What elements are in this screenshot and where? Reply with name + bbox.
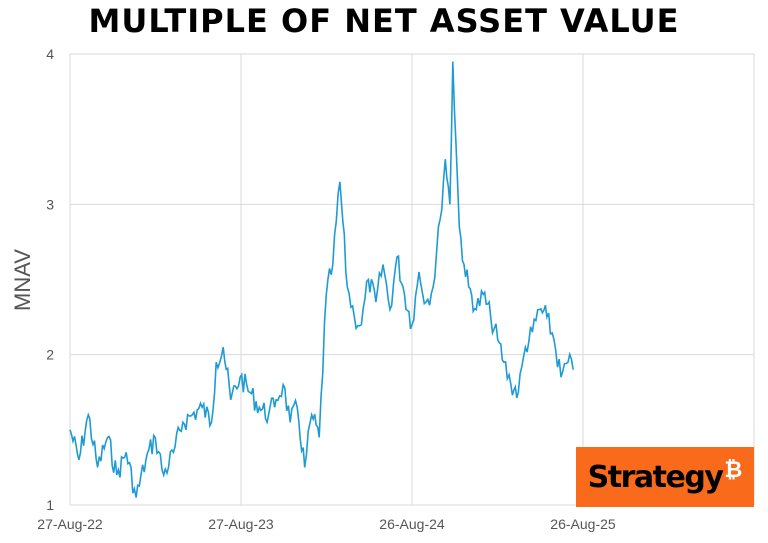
- mnav-series-line: [69, 61, 574, 498]
- x-tick-label: 27-Aug-23: [208, 516, 274, 532]
- chart-title: MULTIPLE OF NET ASSET VALUE: [88, 2, 680, 40]
- x-tick-label: 26-Aug-24: [379, 516, 445, 532]
- bitcoin-icon: ₿: [724, 458, 743, 483]
- strategy-logo: Strategy ₿: [576, 447, 754, 507]
- x-tick-label: 26-Aug-25: [550, 516, 616, 532]
- logo-text: Strategy: [587, 459, 724, 495]
- y-tick-label: 1: [46, 497, 54, 513]
- grid-layer: [69, 53, 755, 506]
- y-tick-label: 3: [46, 196, 54, 212]
- y-tick-label: 2: [46, 347, 54, 363]
- x-tick-labels: 27-Aug-22 27-Aug-23 26-Aug-24 26-Aug-25: [37, 516, 616, 532]
- y-tick-label: 4: [46, 46, 54, 62]
- y-axis-label: MNAV: [10, 249, 35, 311]
- x-tick-label: 27-Aug-22: [37, 516, 103, 532]
- y-tick-labels: 1 2 3 4: [46, 46, 54, 513]
